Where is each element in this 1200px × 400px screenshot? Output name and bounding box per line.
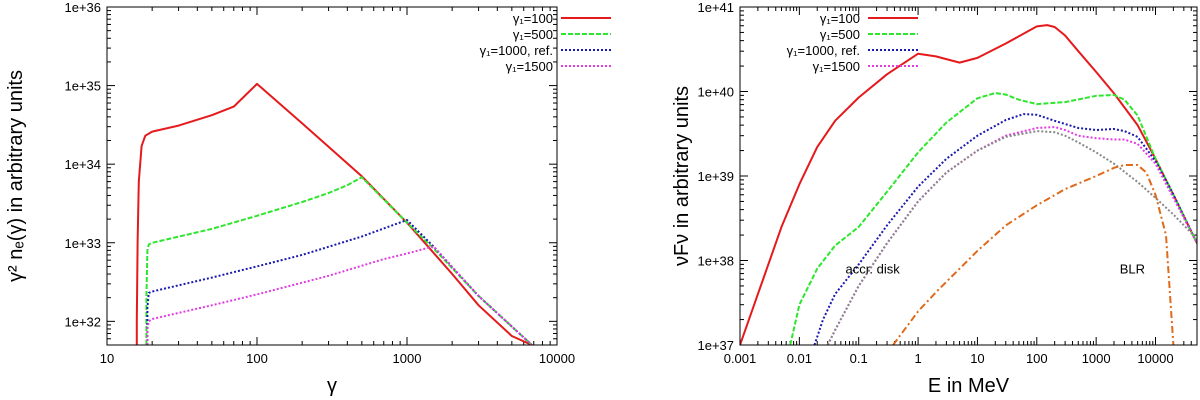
y-tick-label: 1e+39 [697,169,734,184]
series-line-500 [145,176,533,345]
plot-frame [739,6,1198,346]
chart-left-electron-spectrum: 10 100 1000 10000 1e+32 1e+33 1e+34 1e+35 1e+36 γ… [5,0,611,397]
plot-frame [106,6,558,346]
y-axis-label: νFν in arbitrary units [671,86,693,266]
axis-ticks [106,6,558,346]
annotation-label: accr. disk [846,262,901,277]
y-tick-label: 1e+32 [64,314,101,329]
x-tick-label: 10000 [539,351,575,366]
x-tick-label: 0.01 [787,351,812,366]
legend-label: γ₁=500 [820,27,860,42]
series-line-1500 [146,245,533,345]
series-line-100 [740,24,1197,345]
x-tick-label: 1000 [393,351,422,366]
x-tick-label: 0.001 [724,351,757,366]
x-axis-label: γ [327,375,337,397]
x-tick-label: 10000 [1137,351,1173,366]
legend-label: γ₁=1000, ref. [787,43,860,58]
series-line-500 [789,92,1197,345]
series-line-1000-ref [813,113,1197,345]
y-tick-label: 1e+34 [64,157,101,172]
y-tick-label: 1e+36 [64,0,101,15]
legend-label: γ₁=1500 [813,59,860,74]
series-line-blr [892,164,1175,345]
series-group [740,24,1197,345]
legend-label: γ₁=100 [513,11,553,26]
legend-label: γ₁=100 [820,11,860,26]
annotation-label: BLR [1120,262,1145,277]
chart-right-sed: 0.001 0.01 0.1 1 10 100 1000 10000 1e+37 1e+38 1e+… [671,0,1198,397]
x-tick-label: 10 [970,351,984,366]
x-tick-label: 100 [246,351,268,366]
legend-label: γ₁=1500 [506,59,553,74]
series-line-100 [135,82,533,345]
y-tick-label: 1e+38 [697,254,734,269]
x-tick-label: 0.1 [850,351,868,366]
x-tick-label: 1000 [1082,351,1111,366]
x-tick-label: 1 [914,351,921,366]
legend-label: γ₁=1000, ref. [480,43,553,58]
series-line-1500 [826,126,1197,345]
y-tick-label: 1e+41 [697,0,734,15]
y-axis-label: γ² nₑ(γ) in arbitrary units [5,70,27,282]
y-tick-label: 1e+35 [64,79,101,94]
y-tick-label: 1e+40 [697,85,734,100]
series-line-1000-ref [146,219,533,345]
series-group [135,82,533,345]
legend-label: γ₁=500 [513,27,553,42]
y-tick-label: 1e+37 [697,338,734,353]
series-line-accr-disk [826,130,1197,345]
x-tick-label: 100 [1026,351,1048,366]
x-tick-label: 10 [100,351,114,366]
y-tick-label: 1e+33 [64,236,101,251]
x-axis-label: E in MeV [928,375,1010,397]
